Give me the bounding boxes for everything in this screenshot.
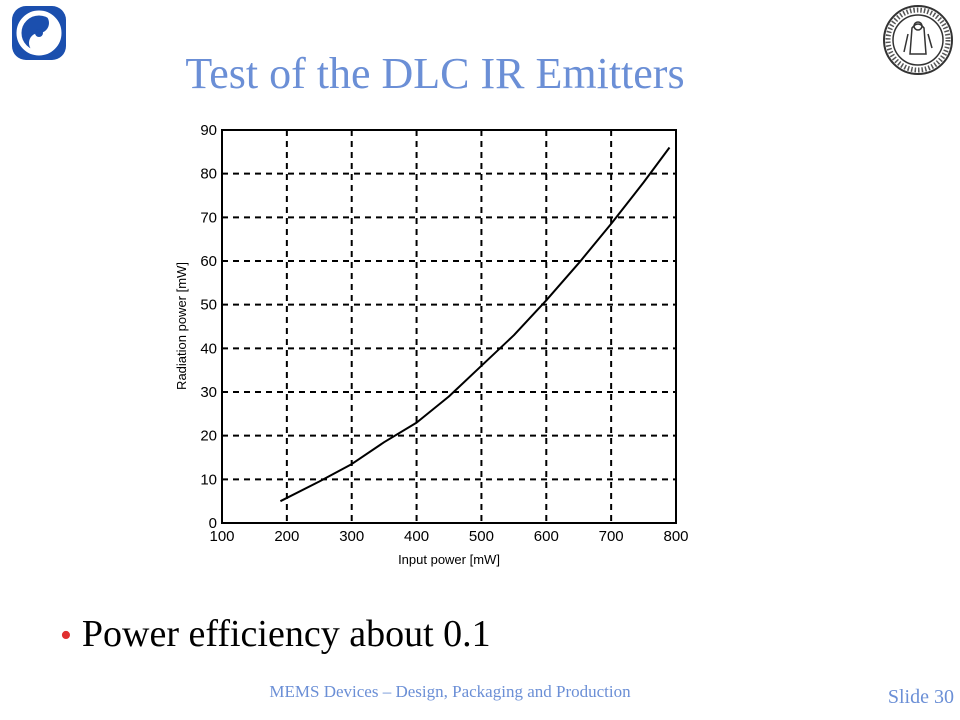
university-symbol-icon: [12, 6, 66, 60]
y-tick-label: 0: [209, 515, 217, 532]
bullet-item: • Power efficiency about 0.1: [60, 606, 491, 662]
x-axis-label: Input power [mW]: [398, 552, 500, 567]
y-tick-label: 20: [200, 428, 217, 445]
plot-area-frame: [221, 129, 677, 524]
university-of-oslo-seal-icon: [883, 5, 953, 75]
y-tick-label: 50: [200, 297, 217, 314]
x-tick-label: 600: [534, 528, 559, 545]
x-tick-label: 100: [209, 528, 234, 545]
y-tick-label: 90: [200, 122, 217, 139]
line-chart: 100 200 300 400 500 600 700 800 0 10 20 30 40 50 60 70 8…: [174, 122, 689, 567]
bullet-dot-icon: •: [60, 617, 72, 654]
y-tick-label: 10: [200, 471, 217, 488]
slide-title: Test of the DLC IR Emitters: [185, 49, 685, 98]
x-tick-label: 200: [274, 528, 299, 545]
x-tick-label: 300: [339, 528, 364, 545]
y-tick-label: 70: [200, 209, 217, 226]
y-tick-label: 40: [200, 340, 217, 357]
chart-grid: [222, 130, 676, 523]
x-tick-label: 800: [663, 528, 688, 545]
x-tick-label: 500: [469, 528, 494, 545]
x-tick-label: 700: [599, 528, 624, 545]
y-tick-label: 80: [200, 166, 217, 183]
y-axis-label: Radiation power [mW]: [174, 262, 189, 390]
chart-series: [279, 146, 671, 503]
slide-number: Slide 30: [887, 686, 954, 708]
x-tick-label: 400: [404, 528, 429, 545]
footer-text: MEMS Devices – Design, Packaging and Pro…: [269, 682, 631, 701]
y-tick-label: 60: [200, 253, 217, 270]
series-line: [279, 146, 671, 503]
bullet-text: Power efficiency about 0.1: [81, 613, 491, 655]
chart-ticks: 100 200 300 400 500 600 700 800 0 10 20 30 40 50 60 70 8…: [200, 122, 688, 545]
y-tick-label: 30: [200, 384, 217, 401]
